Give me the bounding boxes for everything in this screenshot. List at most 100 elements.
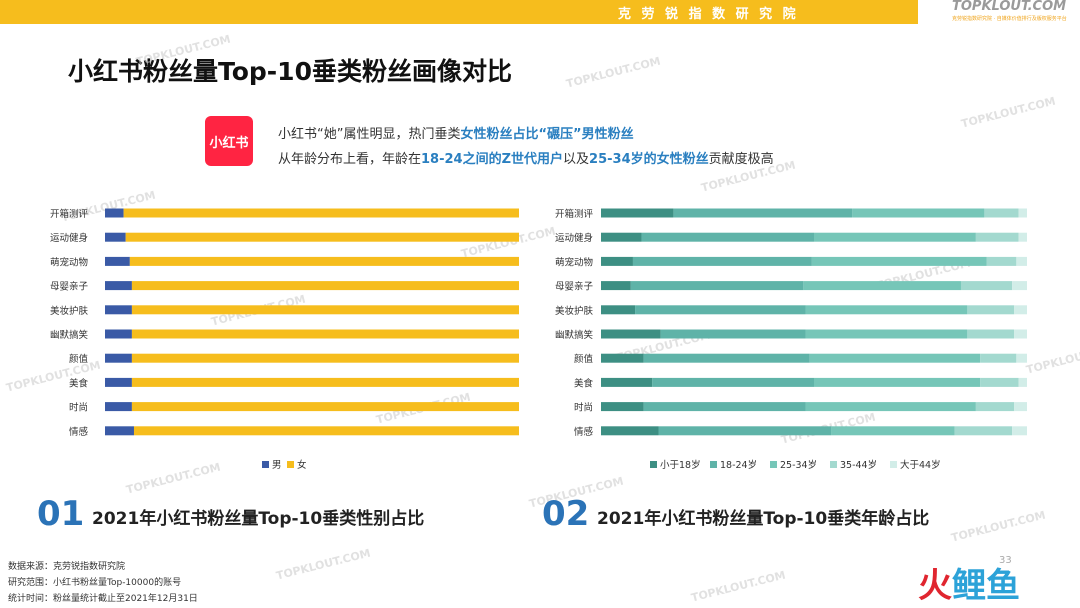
insight-text: 小红书“她”属性明显，热门垂类 (278, 127, 461, 142)
bar-segment (125, 232, 519, 242)
bar-segment (1014, 305, 1027, 315)
bar-segment (630, 281, 804, 291)
category-label: 颜值 (69, 353, 89, 365)
category-label: 时尚 (69, 402, 88, 414)
category-label: 幽默搞笑 (50, 329, 89, 341)
bar-segment (601, 305, 636, 315)
bar-segment (1012, 426, 1027, 436)
bar-segment (805, 402, 976, 412)
bar-segment (632, 256, 812, 266)
bar-segment (975, 232, 1019, 242)
bar-segment (673, 208, 853, 218)
legend-label: 35-44岁 (840, 459, 877, 471)
bar-segment (811, 256, 987, 266)
category-label: 美食 (574, 377, 594, 389)
category-label: 萌宠动物 (50, 256, 89, 268)
legend-label: 大于44岁 (900, 459, 941, 471)
bar-segment (601, 256, 633, 266)
bar-segment (105, 353, 132, 363)
bar-segment (967, 305, 1015, 315)
category-label: 美食 (69, 377, 89, 389)
insight-line-1: 小红书“她”属性明显，热门垂类女性粉丝占比“碾压”男性粉丝 (278, 123, 634, 142)
brand-tagline: 克劳锐指数研究院 · 自媒体价值排行及版权服务平台 (952, 16, 1067, 22)
category-label: 萌宠动物 (555, 256, 594, 268)
bar-segment (601, 208, 674, 218)
legend-swatch (890, 461, 897, 468)
footer-source: 数据来源：克劳锐指数研究院 (8, 562, 126, 572)
category-label: 幽默搞笑 (555, 329, 594, 341)
xiaohongshu-logo: 小红书 (205, 116, 253, 166)
bar-segment (643, 402, 806, 412)
corner-logo: 火鲤鱼 (918, 558, 1020, 607)
bar-segment (131, 281, 519, 291)
bar-segment (131, 377, 519, 387)
bar-segment (980, 377, 1019, 387)
bar-segment (601, 426, 659, 436)
legend-label: 男 (272, 460, 282, 471)
bar-segment (852, 208, 985, 218)
corner-logo-a: 火 (918, 566, 952, 606)
bar-segment (652, 377, 814, 387)
bar-segment (601, 402, 644, 412)
bar-segment (1014, 402, 1027, 412)
bar-segment (831, 426, 955, 436)
bar-segment (105, 329, 132, 339)
bar-segment (131, 305, 519, 315)
bar-segment (105, 402, 132, 412)
bar-segment (105, 232, 126, 242)
bar-segment (133, 426, 520, 436)
legend-swatch (287, 461, 294, 468)
legend-label: 小于18岁 (660, 459, 701, 471)
chart-title-gender: 2021年小红书粉丝量Top-10垂类性别占比 (92, 509, 425, 529)
footer-time: 统计时间：粉丝量统计截止至2021年12月31日 (8, 594, 198, 604)
bar-segment (1018, 208, 1027, 218)
bar-segment (1016, 353, 1027, 363)
bar-segment (601, 329, 661, 339)
category-label: 母婴亲子 (50, 281, 89, 293)
legend-swatch (830, 461, 837, 468)
bar-segment (105, 377, 132, 387)
legend-swatch (650, 461, 657, 468)
bar-segment (814, 377, 981, 387)
bar-segment (986, 256, 1017, 266)
chart-title-age: 2021年小红书粉丝量Top-10垂类年龄占比 (597, 509, 930, 529)
bar-segment (975, 402, 1015, 412)
bar-segment (805, 305, 968, 315)
bar-segment (967, 329, 1015, 339)
bar-segment (809, 353, 981, 363)
bar-segment (984, 208, 1019, 218)
brand-logo-text: TOPKLOUT.COM (952, 0, 1067, 14)
bar-segment (805, 329, 968, 339)
category-label: 运动健身 (50, 232, 88, 244)
category-label: 情感 (574, 426, 594, 438)
bar-segment (601, 232, 642, 242)
bar-segment (658, 426, 832, 436)
legend-swatch (262, 461, 269, 468)
bar-segment (131, 329, 519, 339)
bar-segment (131, 353, 519, 363)
category-label: 情感 (69, 426, 89, 438)
bar-segment (105, 426, 134, 436)
bar-segment (105, 208, 124, 218)
bar-segment (635, 305, 806, 315)
bar-segment (1016, 256, 1027, 266)
bar-segment (601, 377, 653, 387)
chart-number-2: 02 (542, 494, 590, 534)
bar-segment (980, 353, 1017, 363)
bar-segment (960, 281, 1013, 291)
bar-segment (1018, 232, 1027, 242)
insight-text: 贡献度极高 (708, 152, 774, 167)
category-label: 母婴亲子 (555, 281, 594, 293)
top-banner (0, 0, 1080, 24)
insight-text: 以及 (563, 152, 590, 167)
insight-line-2: 从年龄分布上看，年龄在18-24之间的Z世代用户以及25-34岁的女性粉丝贡献度… (278, 148, 774, 167)
bar-segment (954, 426, 1013, 436)
institute-name: 克 劳 锐 指 数 研 究 院 (618, 7, 799, 22)
bar-segment (129, 256, 519, 266)
bar-segment (641, 232, 814, 242)
bar-segment (105, 281, 132, 291)
insight-text: 从年龄分布上看，年龄在 (278, 152, 422, 167)
bar-segment (1018, 377, 1027, 387)
category-label: 美妆护肤 (50, 305, 89, 317)
